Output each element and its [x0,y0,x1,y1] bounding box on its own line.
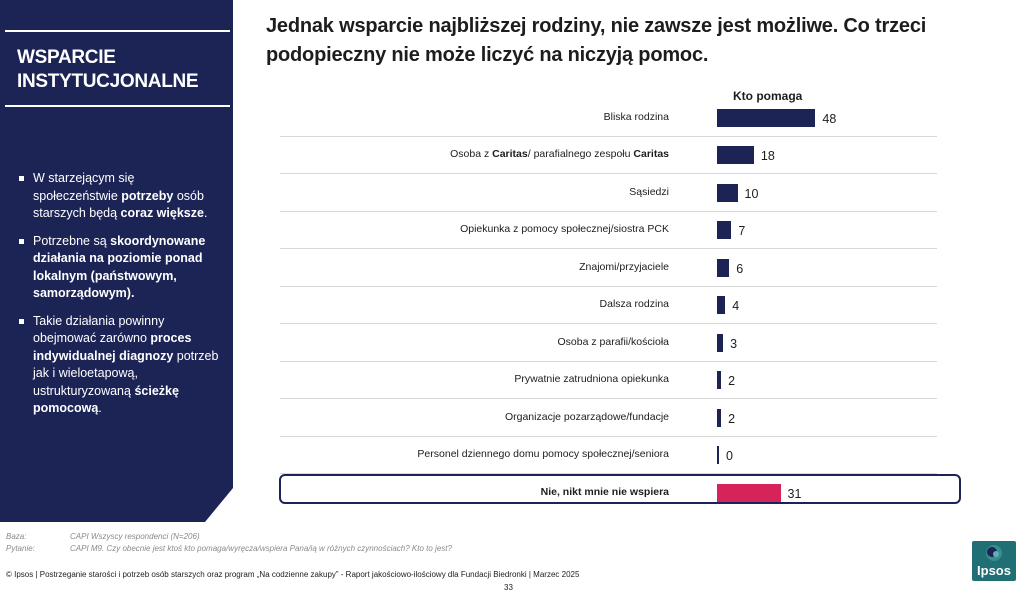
category-label: Sąsiedzi [629,186,669,198]
panel-title-box: WSPARCIE INSTYTUCJONALNE [5,30,230,107]
text-run: Osoba z parafii/kościoła [557,335,669,348]
row-divider [280,435,937,437]
text-run: . [203,206,208,220]
side-panel: WSPARCIE INSTYTUCJONALNE W starzejącym s… [0,0,233,522]
column-header: Kto pomaga [733,89,803,103]
logo-text: Ipsos [977,563,1011,578]
text-run: / parafialnego zespołu [527,148,634,161]
bar-value-label: 2 [728,374,736,389]
base-value: CAPI Wszyscy respondenci (N=206) [70,532,200,541]
text-run: Opiekunka z pomocy społecznej/siostra PC… [460,223,669,236]
bar-value-label: 2 [728,411,736,426]
bar [717,221,732,240]
bullet-item: Takie działania powinny obejmować zarówn… [17,313,222,418]
bar-value-label: 18 [760,149,775,164]
bold-text: skoordynowane działania na poziomie pona… [33,233,206,301]
category-label: Bliska rodzina [604,111,669,123]
base-note: Baza: CAPI Wszyscy respondenci (N=206) [6,532,200,541]
category-label: Nie, nikt mnie nie wspiera [541,486,669,498]
category-label: Znajomi/przyjaciele [579,261,669,273]
bold-text: proces indywidualnej diagnozy [33,331,192,363]
bar-value-label: 10 [744,186,759,201]
ipsos-logo: Ipsos [972,541,1016,581]
bar [717,446,719,465]
text-run: Sąsiedzi [629,185,669,198]
bar-value-label: 31 [787,486,802,501]
bar [717,258,730,277]
question-label: Pytanie: [6,544,35,553]
bold-text: Nie, nikt mnie nie wspiera [540,485,669,498]
text-run: Znajomi/przyjaciele [579,260,669,273]
text-run: Organizacje pozarządowe/fundacje [504,410,669,423]
base-label: Baza: [6,532,27,541]
headline: Jednak wsparcie najbliższej rodziny, nie… [266,15,927,66]
panel-title-bottom-rule [5,105,230,107]
row-divider [280,398,937,399]
bar [717,296,726,315]
bullet-item: W starzejącym się społeczeństwie potrzeb… [17,170,222,223]
highlight-frame [279,474,961,504]
row-divider [280,473,937,474]
category-label: Organizacje pozarządowe/fundacje [505,411,669,423]
bar-value-label: 3 [730,336,738,351]
bold-text: Caritas [633,148,669,161]
text-run: Bliska rodzina [603,110,669,123]
text-run: osób starszych będą [33,188,204,221]
bar [717,108,816,127]
row-divider [280,248,937,249]
bar [717,183,738,202]
bar [717,483,781,502]
text-run: potrzeb jak i wieloetapową, ustrukturyzo… [33,348,219,398]
row-divider [280,285,937,287]
category-label: Dalsza rodzina [600,298,669,310]
text-run: W starzejącym się społeczeństwie [33,171,135,203]
text-run: Potrzebne są [33,233,111,248]
panel-title-top-rule [5,30,230,32]
bar [717,408,722,427]
text-run: Takie działania powinny obejmować zarówn… [33,313,165,346]
row-divider [280,173,937,174]
question-note: Pytanie: CAPI M9. Czy obecnie jest ktoś … [6,544,452,553]
text-run: Dalsza rodzina [599,298,669,311]
row-divider [280,360,937,362]
text-run: . [98,401,102,415]
bar-value-label: 0 [726,449,733,464]
category-label: Osoba z parafii/kościoła [558,336,669,348]
question-value: CAPI M9. Czy obecnie jest ktoś kto pomag… [70,544,452,553]
bold-text: ścieżkę pomocową [33,383,179,416]
bold-text: potrzeby [121,188,174,203]
bar [717,333,724,352]
bar-value-label: 48 [822,111,837,126]
bar-value-label: 6 [736,261,744,276]
bold-text: coraz większe [120,206,204,220]
footer-text: © Ipsos | Postrzeganie starości i potrze… [6,570,580,579]
bar [717,146,754,165]
bullet-item: Potrzebne są skoordynowane działania na … [17,233,222,303]
category-label: Osoba z Caritas/ parafialnego zespołu Ca… [450,148,669,160]
text-run: Osoba z [450,148,493,161]
text-run: Personel dziennego domu pomocy społeczne… [417,448,669,461]
bold-text: Caritas [492,148,528,161]
category-label: Personel dziennego domu pomocy społeczne… [417,448,669,460]
row-divider [280,135,937,137]
text-run: Prywatnie zatrudniona opiekunka [514,373,669,386]
panel-title: WSPARCIE INSTYTUCJONALNE [17,47,199,92]
bar-value-label: 7 [738,224,746,239]
row-divider [280,323,937,324]
category-label: Opiekunka z pomocy społecznej/siostra PC… [460,223,669,235]
panel-bullets: W starzejącym się społeczeństwie potrzeb… [17,170,222,428]
row-divider [280,210,937,212]
page-number: 33 [504,583,513,592]
bar-value-label: 4 [732,299,740,314]
ipsos-swirl-icon [986,545,1002,561]
category-label: Prywatnie zatrudniona opiekunka [514,373,669,385]
bar [717,371,722,390]
